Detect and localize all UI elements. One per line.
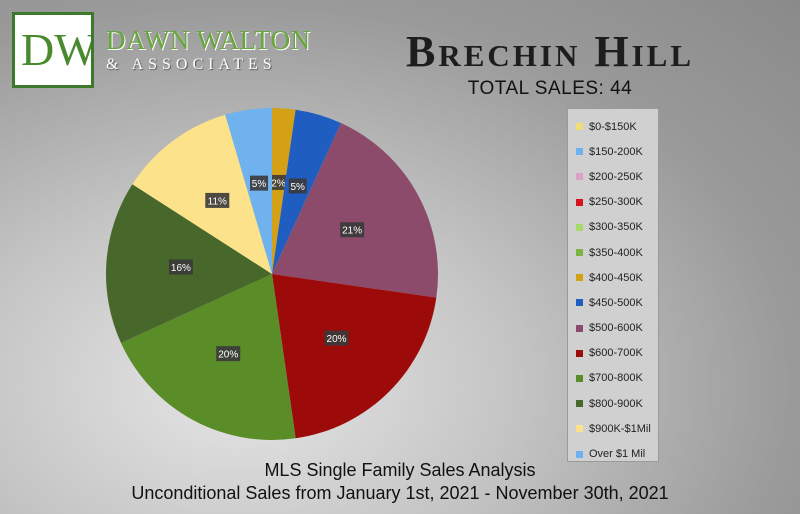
legend-swatch	[576, 123, 583, 131]
legend-swatch	[576, 173, 583, 181]
pie-data-label: 5%	[288, 178, 307, 194]
legend-item: $400-450K	[568, 265, 658, 290]
legend-swatch	[576, 148, 583, 156]
page-title: Brechin Hill	[405, 27, 694, 76]
brand-block: DAWN WALTON & ASSOCIATES	[106, 26, 311, 74]
legend-swatch	[576, 198, 583, 206]
pie-data-label-bg	[168, 259, 193, 275]
legend-swatch	[576, 400, 583, 408]
pie-data-label-text: 16%	[171, 263, 191, 274]
brand-name: DAWN WALTON	[106, 25, 311, 55]
legend-label: $900K-$1Mil	[589, 422, 651, 435]
pie-data-label: 20%	[324, 330, 349, 346]
legend-swatch	[576, 425, 583, 433]
legend-item: $0-$150K	[568, 114, 658, 139]
legend-label: $600-700K	[589, 347, 643, 360]
legend-label: $350-400K	[589, 246, 643, 259]
pie-data-label-bg	[324, 330, 349, 346]
legend-label: $400-450K	[589, 271, 643, 284]
legend-label: $300-350K	[589, 221, 643, 234]
legend-label: $200-250K	[589, 170, 643, 183]
pie-data-label-text: 2%	[271, 178, 286, 189]
pie-data-label: 11%	[205, 192, 230, 208]
pie-slice-500-600k	[272, 123, 438, 298]
legend-item: $600-700K	[568, 341, 658, 366]
legend-item: $800-900K	[568, 391, 658, 416]
pie-slice-600-700k	[272, 274, 437, 439]
brand-subtitle: & ASSOCIATES	[106, 56, 277, 73]
legend-label: $800-900K	[589, 397, 643, 410]
pie-data-label-bg	[340, 222, 365, 238]
pie-slice-over-1-mil	[225, 108, 272, 274]
pie-data-label-text: 5%	[252, 179, 267, 190]
legend-swatch	[576, 249, 583, 257]
footer-date-range: Unconditional Sales from January 1st, 20…	[131, 483, 669, 503]
pie-data-label-text: 5%	[290, 182, 305, 193]
legend-item: $350-400K	[568, 240, 658, 265]
pie-data-label: 2%	[269, 174, 288, 190]
pie-data-label-bg	[250, 175, 269, 191]
legend-swatch	[576, 324, 583, 332]
pie-data-label-text: 21%	[342, 226, 362, 237]
pie-data-label: 16%	[168, 259, 193, 275]
legend-label: Over $1 Mil	[589, 448, 646, 461]
legend-item: $450-500K	[568, 290, 658, 315]
legend-swatch	[576, 223, 583, 231]
legend-item: $700-800K	[568, 366, 658, 391]
pie-data-label-text: 11%	[208, 196, 227, 207]
legend-item: Over $1 Mil	[568, 441, 658, 466]
logo-monogram: DW	[21, 24, 91, 75]
legend-label: $500-600K	[589, 322, 643, 335]
legend-item: $500-600K	[568, 316, 658, 341]
chart-legend: $0-$150K $150-200K $200-250K $250-300K $300-…	[567, 108, 659, 462]
legend-swatch	[576, 274, 583, 282]
legend-label: $150-200K	[589, 145, 643, 158]
legend-swatch	[576, 349, 583, 357]
legend-item: $900K-$1Mil	[568, 416, 658, 441]
pie-data-label: 5%	[250, 175, 269, 191]
legend-label: $700-800K	[589, 372, 643, 385]
legend-item: $200-250K	[568, 164, 658, 189]
logo-monogram-text: DW	[21, 24, 91, 75]
legend-label: $0-$150K	[589, 120, 637, 133]
legend-item: $300-350K	[568, 215, 658, 240]
legend-swatch	[576, 299, 583, 307]
pie-slice-700-800k	[121, 274, 296, 440]
legend-label: $450-500K	[589, 296, 643, 309]
pie-data-label-text: 20%	[218, 350, 238, 361]
logo: DW	[12, 12, 94, 88]
pie-data-label-bg	[216, 346, 241, 362]
legend-swatch	[576, 374, 583, 382]
pie-slice-900k-1mil	[132, 114, 272, 274]
pie-data-label-bg	[288, 178, 307, 194]
legend-swatch	[576, 450, 583, 458]
pie-data-label-bg	[205, 192, 230, 208]
pie-data-label-bg	[269, 174, 288, 190]
pie-data-label: 20%	[216, 346, 241, 362]
pie-slice-400-450k	[272, 108, 296, 274]
footer-title: MLS Single Family Sales Analysis	[264, 460, 536, 480]
pie-data-label-text: 20%	[327, 334, 347, 345]
legend-item: $150-200K	[568, 139, 658, 164]
pie-data-label: 21%	[340, 222, 365, 238]
legend-label: $250-300K	[589, 196, 643, 209]
legend-item: $250-300K	[568, 190, 658, 215]
total-sales: TOTAL SALES: 44	[467, 78, 633, 99]
